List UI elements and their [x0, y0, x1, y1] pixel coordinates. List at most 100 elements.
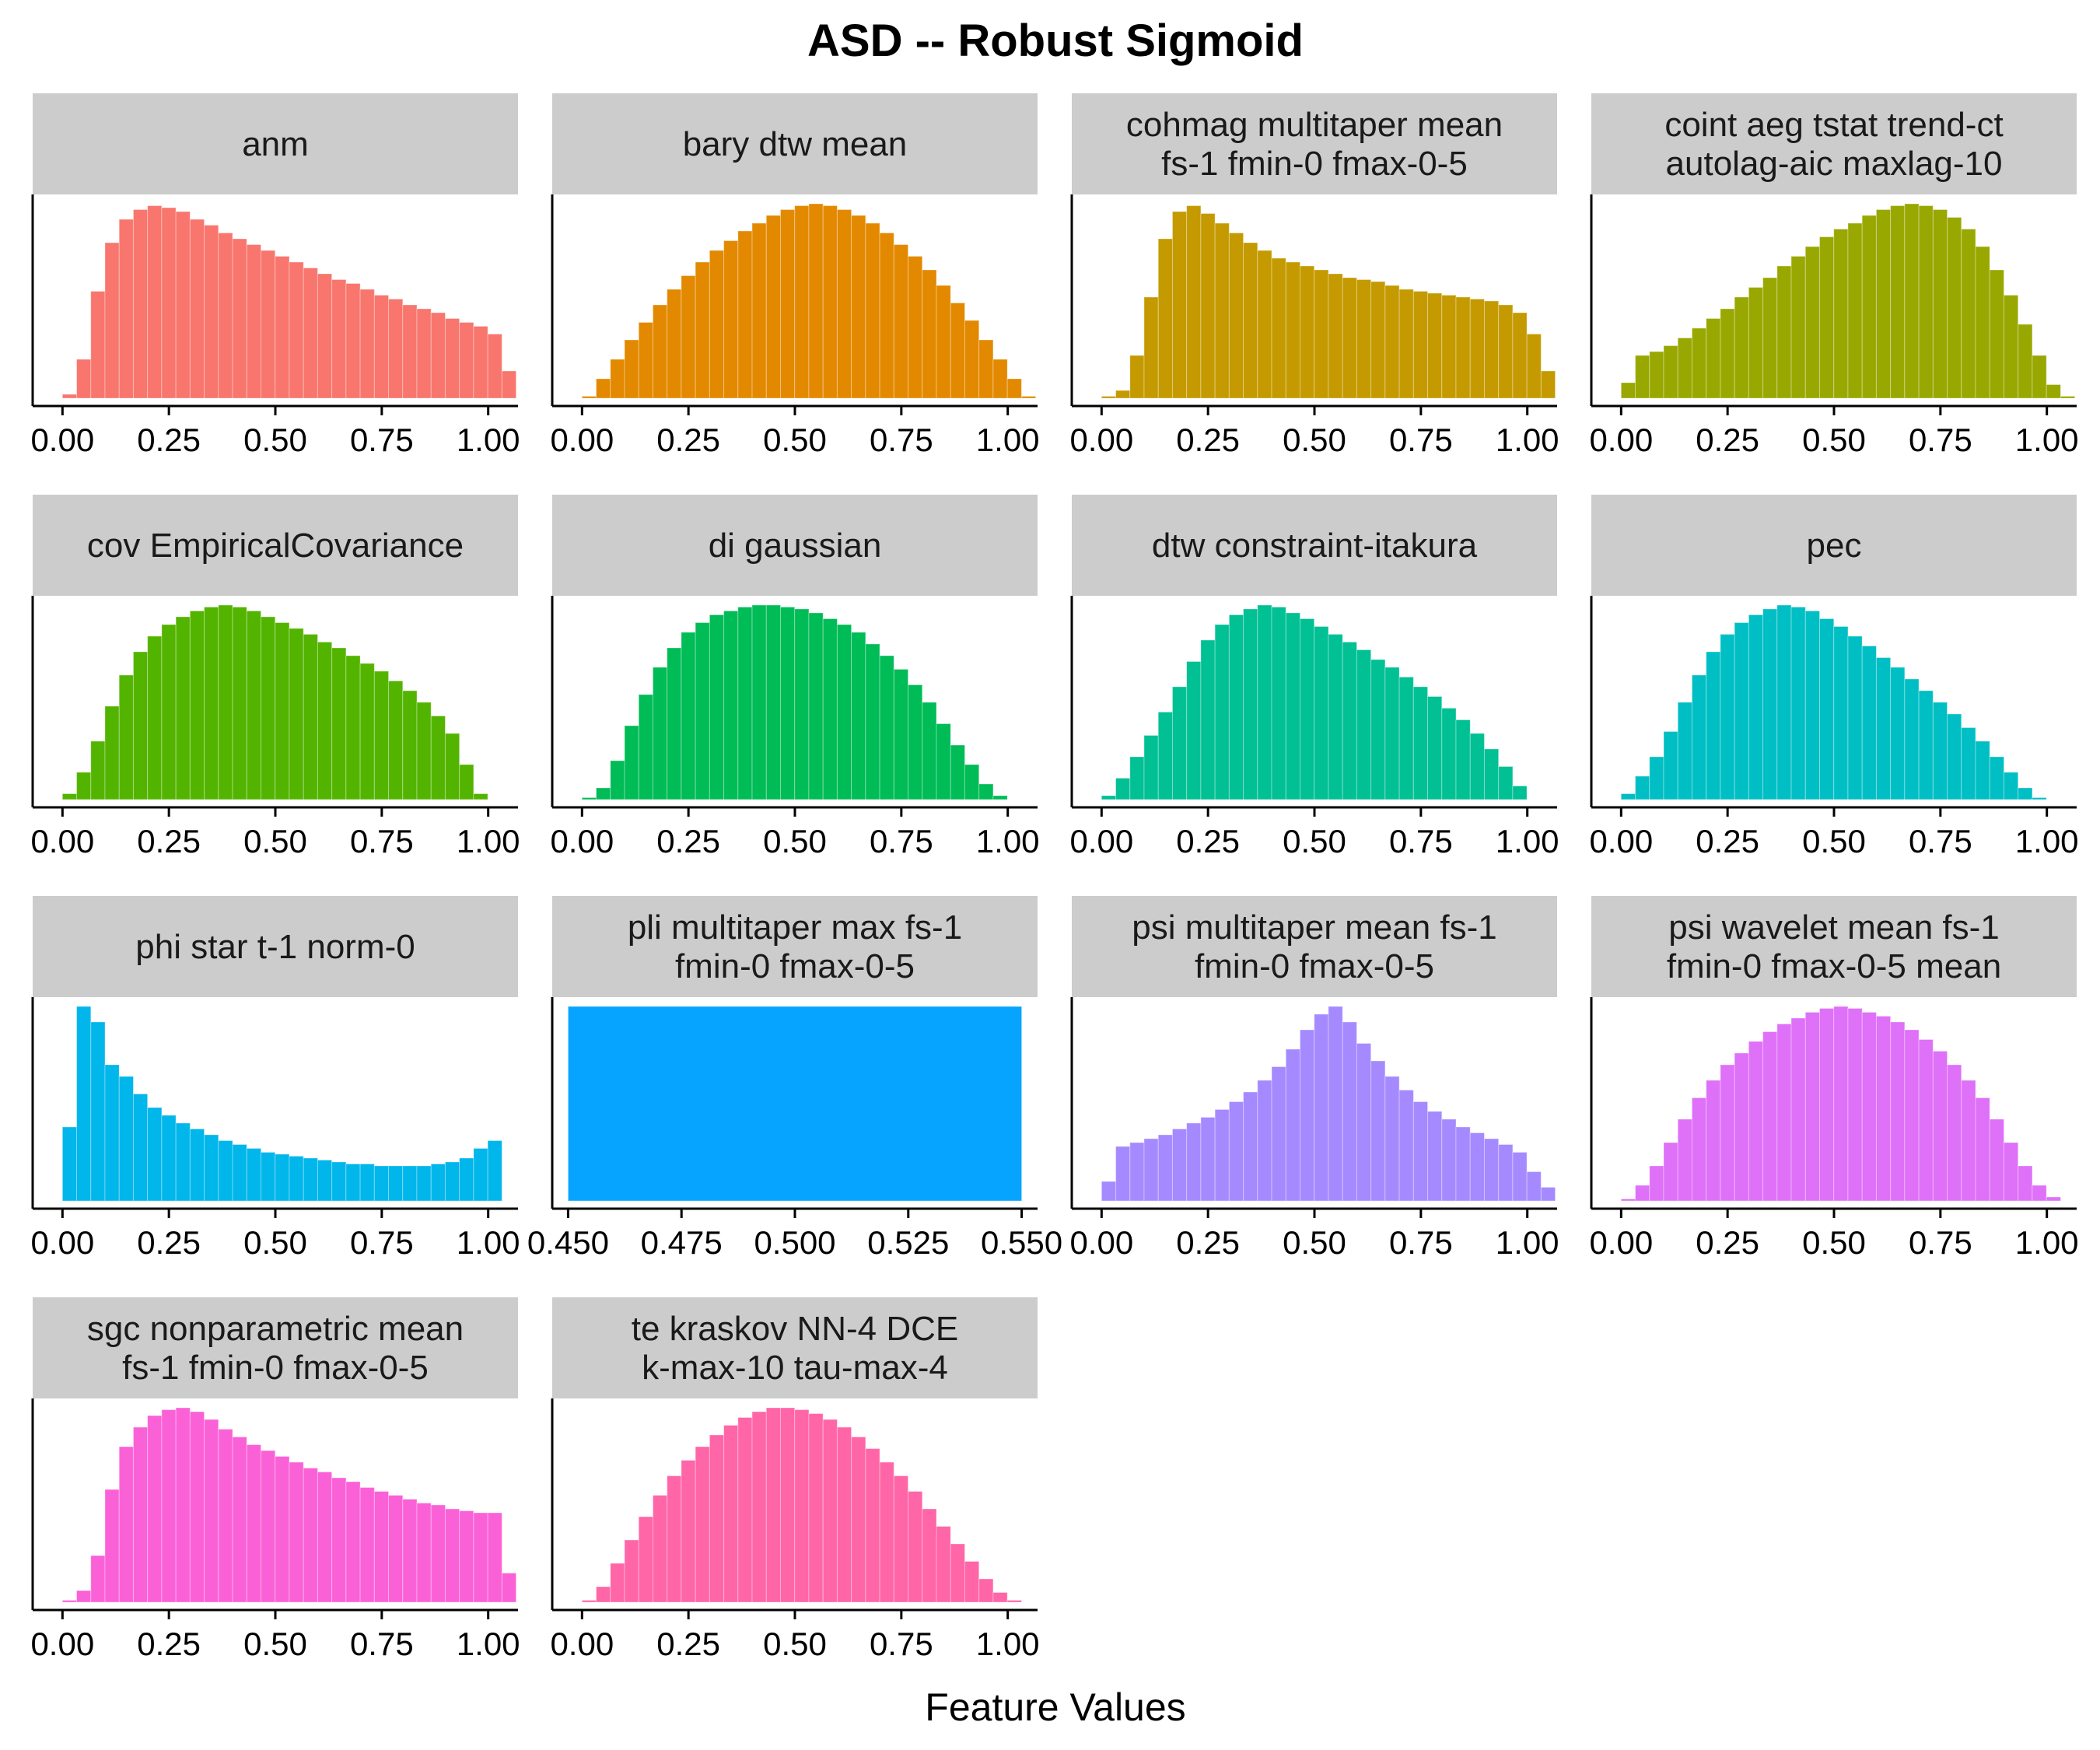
x-tick-label: 0.25 — [656, 1626, 720, 1662]
histogram-bar — [581, 797, 597, 800]
facet-label: sgc nonparametric mean — [87, 1310, 464, 1348]
histogram-bar — [161, 1115, 177, 1202]
histogram-bar — [1904, 203, 1920, 399]
facet-panel: anm 0.00 0.25 0.50 0.75 1.00 — [30, 93, 520, 458]
x-tick-label: 1.00 — [2015, 823, 2079, 859]
histogram-bar — [695, 1446, 710, 1603]
facet-panel: bary dtw mean 0.00 0.25 0.50 0.75 1.00 — [550, 93, 1040, 458]
histogram-bar — [964, 1561, 980, 1603]
histogram-bar — [851, 1437, 866, 1603]
histogram-bar — [1649, 351, 1664, 399]
histogram-bar — [1455, 296, 1471, 399]
facet-label: phi star t-1 norm-0 — [135, 928, 415, 966]
histogram-bar — [1975, 740, 1990, 800]
histogram-bar — [822, 1419, 838, 1603]
x-tick-label: 0.25 — [1176, 1224, 1240, 1261]
x-tick-label: 1.00 — [457, 1626, 520, 1662]
histogram-bar — [118, 1076, 134, 1202]
x-tick-label: 0.00 — [30, 823, 94, 859]
histogram-bar — [1384, 285, 1400, 399]
histogram-bar — [1932, 1051, 1948, 1202]
histogram-bar — [2032, 797, 2047, 800]
histogram-bar — [1257, 604, 1272, 800]
histogram-bar — [444, 733, 460, 800]
histogram-bar — [950, 1543, 965, 1603]
histogram-bar — [936, 285, 951, 399]
histogram-bar — [1271, 607, 1286, 800]
histogram-bar — [430, 1164, 446, 1202]
histogram-bar — [1299, 618, 1315, 800]
histogram-bar — [638, 694, 653, 800]
x-tick-label: 1.00 — [2015, 1224, 2079, 1261]
histogram-bar — [922, 269, 937, 399]
histogram-bar — [487, 1140, 502, 1202]
histogram-bar — [1961, 229, 1976, 399]
histogram-bar — [1748, 614, 1764, 800]
histogram-bar — [1398, 1090, 1414, 1202]
histogram-bar — [1875, 209, 1892, 399]
x-tick-label: 1.00 — [1496, 823, 1559, 859]
histogram-bar — [459, 322, 474, 399]
x-tick-label: 0.75 — [1909, 823, 1972, 859]
x-tick-label: 0.25 — [137, 1224, 201, 1261]
histogram-bar — [1762, 608, 1778, 800]
facet-panel: dtw constraint-itakura 0.00 0.25 0.50 0.75 1.… — [1069, 495, 1559, 859]
histogram-bar — [893, 1475, 909, 1603]
histogram-bar — [1663, 731, 1678, 800]
x-tick-label: 0.75 — [1909, 1224, 1972, 1261]
histogram-bar — [794, 1409, 810, 1603]
x-tick-label: 0.25 — [1696, 823, 1759, 859]
histogram-bar — [1961, 727, 1976, 800]
histogram-bar — [359, 1164, 375, 1202]
histogram-bar — [317, 273, 333, 399]
histogram-bar — [1833, 626, 1849, 800]
histogram-bar — [1748, 1041, 1764, 1202]
histogram-bar — [473, 326, 488, 399]
histogram-bar — [1314, 269, 1329, 399]
histogram-bar — [1847, 222, 1863, 399]
histogram-bar — [1790, 607, 1806, 800]
x-tick-label: 0.00 — [1069, 1224, 1133, 1261]
histogram-bar — [189, 1411, 205, 1603]
histogram-bar — [638, 1516, 653, 1603]
histogram-bar — [1427, 696, 1443, 800]
histogram-bar — [2018, 1165, 2033, 1202]
histogram-bar — [76, 772, 92, 800]
histogram-bar — [260, 1450, 276, 1603]
histogram-bar — [1214, 222, 1230, 399]
histogram-bar — [331, 279, 347, 399]
histogram-bar — [501, 370, 517, 399]
histogram-bar — [1804, 1012, 1820, 1202]
histogram-bar — [836, 209, 852, 399]
x-tick-label: 0.00 — [1589, 1224, 1653, 1261]
histogram-bar — [246, 611, 261, 800]
histogram-bar — [1257, 1080, 1272, 1202]
histogram-bar — [1833, 1006, 1849, 1202]
facet-label: autolag-aic maxlag-10 — [1666, 145, 2003, 183]
facet-strip — [1072, 495, 1557, 596]
x-tick-label: 1.00 — [457, 1224, 520, 1261]
histogram-bar — [289, 261, 304, 399]
histogram-bar — [978, 339, 994, 399]
histogram-bar — [1649, 756, 1664, 800]
histogram-bar — [1328, 1006, 1343, 1202]
histogram-bar — [132, 1426, 149, 1603]
histogram-bar — [681, 632, 696, 800]
histogram-bar — [1890, 1021, 1906, 1202]
histogram-bar — [1356, 1043, 1372, 1202]
x-tick-label: 0.25 — [656, 422, 720, 458]
histogram-bar — [373, 670, 390, 800]
histogram-bar — [104, 1064, 120, 1202]
histogram-bar — [487, 1512, 502, 1603]
x-tick-label: 1.00 — [976, 422, 1040, 458]
histogram-bar — [2046, 384, 2061, 399]
histogram-bar — [1243, 608, 1258, 800]
facet-strip — [552, 495, 1038, 596]
facet-label: psi multitaper mean fs-1 — [1132, 908, 1497, 947]
histogram-bar — [2032, 355, 2047, 399]
x-tick-label: 0.75 — [1909, 422, 1972, 458]
histogram-bar — [751, 604, 767, 800]
histogram-bar — [218, 604, 233, 800]
